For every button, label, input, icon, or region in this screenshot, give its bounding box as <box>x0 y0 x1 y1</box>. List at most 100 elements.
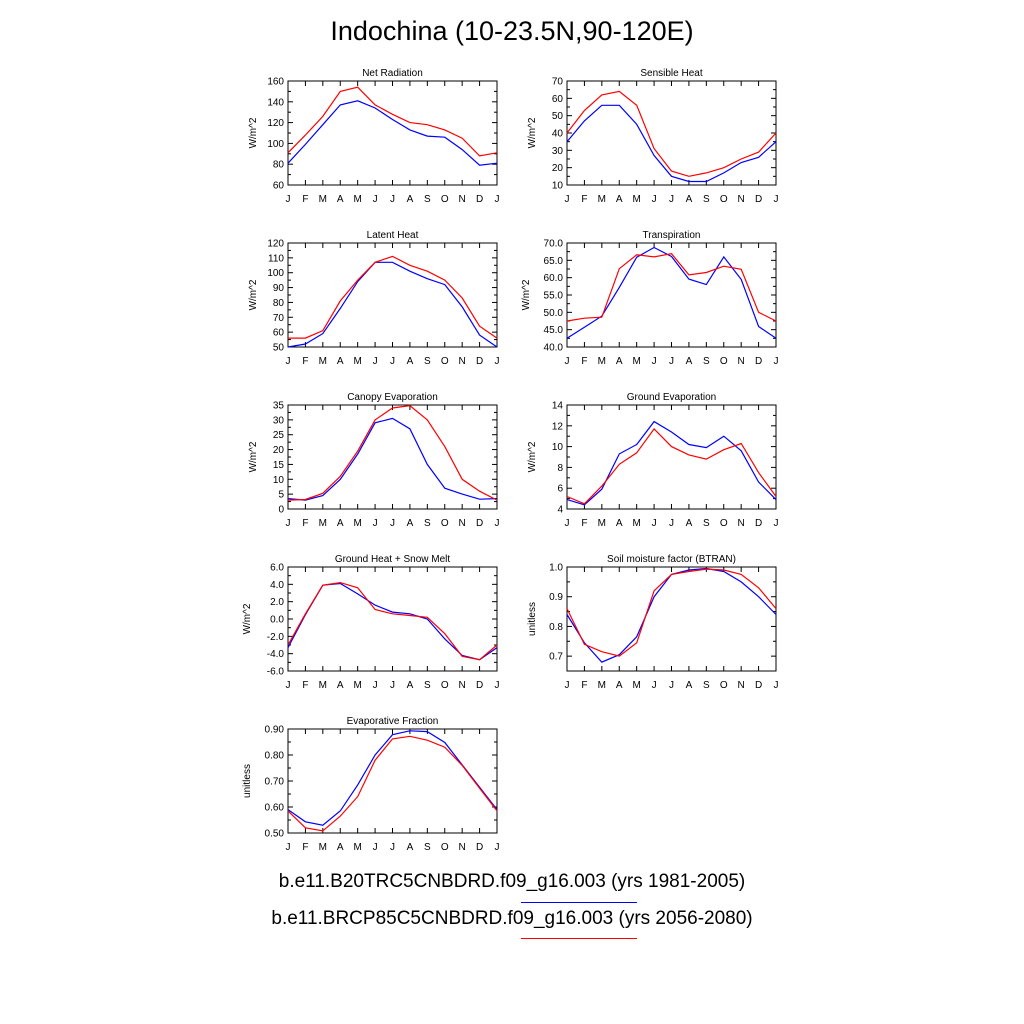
x-tick-label: O <box>720 518 728 529</box>
panel-4: J F M A M J J A S O N D J40.045.050.055.060.065.070.… <box>521 230 779 367</box>
panel-9: J F M A M J J A S O N D J0.500.600.700.800.90Evapora… <box>242 716 500 853</box>
panel-title: Latent Heat <box>367 230 419 241</box>
x-tick-label: F <box>302 518 308 529</box>
x-tick-label: A <box>407 518 414 529</box>
y-axis-label: W/m^2 <box>248 279 259 310</box>
y-tick-label: 160 <box>267 77 284 88</box>
x-tick-label: J <box>373 842 378 853</box>
series-line-2 <box>287 404 498 501</box>
y-tick-label: 4 <box>557 505 563 516</box>
legend-label-1: b.e11.B20TRC5CNBDRD.f09_g16.003 (yrs 198… <box>278 871 746 892</box>
x-tick-label: A <box>337 518 344 529</box>
legend-swatch-1 <box>521 902 637 903</box>
x-tick-label: J <box>286 842 291 853</box>
x-tick-label: J <box>565 356 570 367</box>
x-tick-label: N <box>459 356 466 367</box>
y-tick-label: 0 <box>278 505 284 516</box>
x-tick-label: F <box>581 356 587 367</box>
x-tick-label: S <box>703 518 710 529</box>
plot-frame <box>566 242 777 348</box>
x-tick-label: J <box>565 680 570 691</box>
x-tick-label: D <box>476 842 483 853</box>
y-tick-label: 100 <box>267 139 284 150</box>
x-tick-label: F <box>302 842 308 853</box>
x-tick-label: A <box>686 194 693 205</box>
y-tick-label: 0.9 <box>549 592 563 603</box>
y-tick-label: 50.0 <box>544 308 564 319</box>
y-tick-label: 0.90 <box>265 725 285 736</box>
x-tick-label: N <box>459 842 466 853</box>
x-tick-label: O <box>441 680 449 691</box>
x-tick-label: J <box>373 518 378 529</box>
x-tick-label: J <box>373 680 378 691</box>
y-tick-label: 60 <box>552 94 564 105</box>
y-axis-label: W/m^2 <box>248 117 259 148</box>
y-tick-label: 12 <box>552 421 564 432</box>
x-tick-label: A <box>407 194 414 205</box>
x-tick-label: S <box>703 356 710 367</box>
x-tick-label: J <box>390 194 395 205</box>
x-tick-label: J <box>495 680 500 691</box>
x-tick-label: D <box>476 680 483 691</box>
series-line-2 <box>566 568 777 657</box>
panel-title: Evaporative Fraction <box>347 716 439 727</box>
x-tick-label: M <box>319 194 327 205</box>
x-tick-label: F <box>302 194 308 205</box>
panel-title: Sensible Heat <box>640 68 702 79</box>
x-tick-label: D <box>755 518 762 529</box>
panel-7: J F M A M J J A S O N D J-6.0-4.0-2.00.02.04.06.0Gro… <box>242 554 500 691</box>
x-tick-label: M <box>598 194 606 205</box>
x-tick-label: J <box>774 518 779 529</box>
y-tick-label: 6 <box>557 484 563 495</box>
x-tick-label: J <box>774 194 779 205</box>
x-tick-label: J <box>652 680 657 691</box>
x-tick-label: D <box>755 356 762 367</box>
x-tick-label: J <box>652 194 657 205</box>
plot-frame <box>287 566 498 672</box>
x-tick-label: A <box>337 680 344 691</box>
x-tick-label: J <box>286 194 291 205</box>
x-tick-label: J <box>373 356 378 367</box>
y-tick-label: 20 <box>273 445 285 456</box>
figure-title: Indochina (10-23.5N,90-120E) <box>330 16 694 46</box>
x-tick-label: A <box>686 518 693 529</box>
y-tick-label: 45.0 <box>544 325 564 336</box>
x-tick-label: O <box>441 518 449 529</box>
y-tick-label: 8 <box>557 463 563 474</box>
x-tick-label: A <box>337 842 344 853</box>
x-tick-label: A <box>616 194 623 205</box>
series-line-1 <box>566 567 777 663</box>
y-tick-label: 50 <box>273 343 285 354</box>
series-line-1 <box>287 417 498 501</box>
y-tick-label: 70 <box>552 77 564 88</box>
series-line-1 <box>566 246 777 339</box>
x-tick-label: J <box>774 680 779 691</box>
x-tick-label: S <box>424 680 431 691</box>
x-tick-label: O <box>441 356 449 367</box>
x-tick-label: J <box>495 518 500 529</box>
x-tick-label: M <box>319 680 327 691</box>
x-tick-label: N <box>459 680 466 691</box>
x-tick-label: O <box>720 680 728 691</box>
series-line-1 <box>566 104 777 183</box>
x-tick-label: S <box>703 680 710 691</box>
x-tick-label: J <box>373 194 378 205</box>
x-tick-label: J <box>669 356 674 367</box>
x-tick-label: M <box>353 356 361 367</box>
y-tick-label: 110 <box>268 253 284 264</box>
x-tick-label: N <box>738 194 745 205</box>
x-tick-label: A <box>686 356 693 367</box>
x-tick-label: J <box>390 356 395 367</box>
x-tick-label: M <box>353 842 361 853</box>
x-tick-label: O <box>720 194 728 205</box>
x-tick-label: A <box>337 194 344 205</box>
y-tick-label: 10 <box>273 475 285 486</box>
y-tick-label: 0.7 <box>549 652 563 663</box>
y-axis-label: W/m^2 <box>527 441 538 472</box>
y-tick-label: -6.0 <box>267 667 285 678</box>
x-tick-label: J <box>565 518 570 529</box>
y-tick-label: 0.70 <box>265 777 285 788</box>
y-axis-label: W/m^2 <box>527 117 538 148</box>
